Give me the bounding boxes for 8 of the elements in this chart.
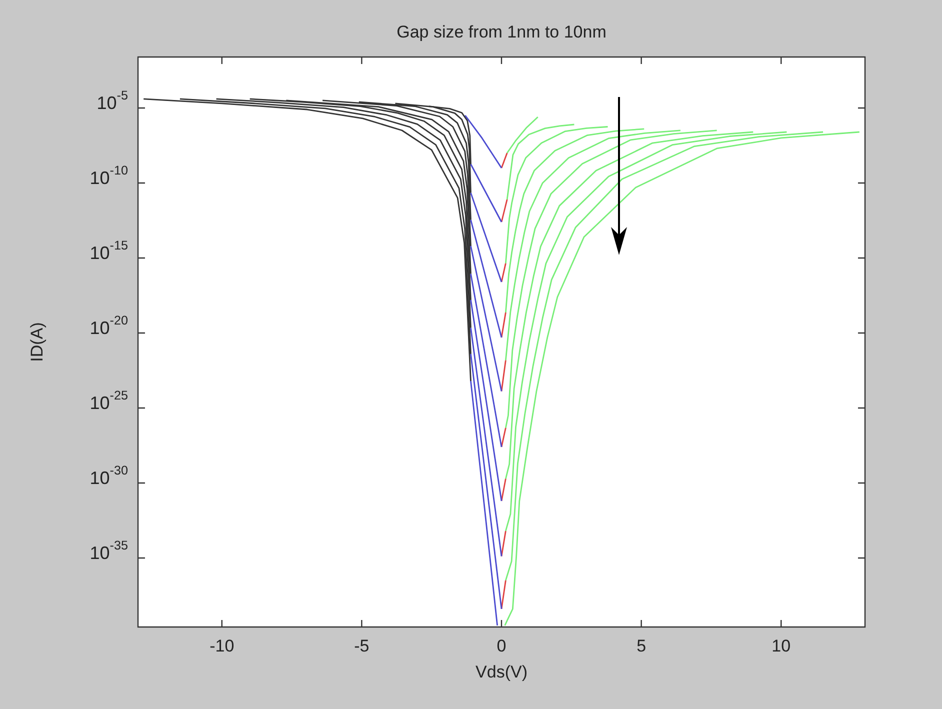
x-tick-label: 10 [772, 636, 791, 656]
y-axis-title: ID(A) [28, 322, 47, 362]
x-axis-title: Vds(V) [476, 662, 528, 682]
x-tick-label: 5 [636, 636, 646, 656]
chart-title: Gap size from 1nm to 10nm [396, 22, 606, 42]
x-tick-label: -10 [210, 636, 234, 656]
x-tick-label: 0 [496, 636, 506, 656]
x-tick-label: -5 [354, 636, 370, 656]
